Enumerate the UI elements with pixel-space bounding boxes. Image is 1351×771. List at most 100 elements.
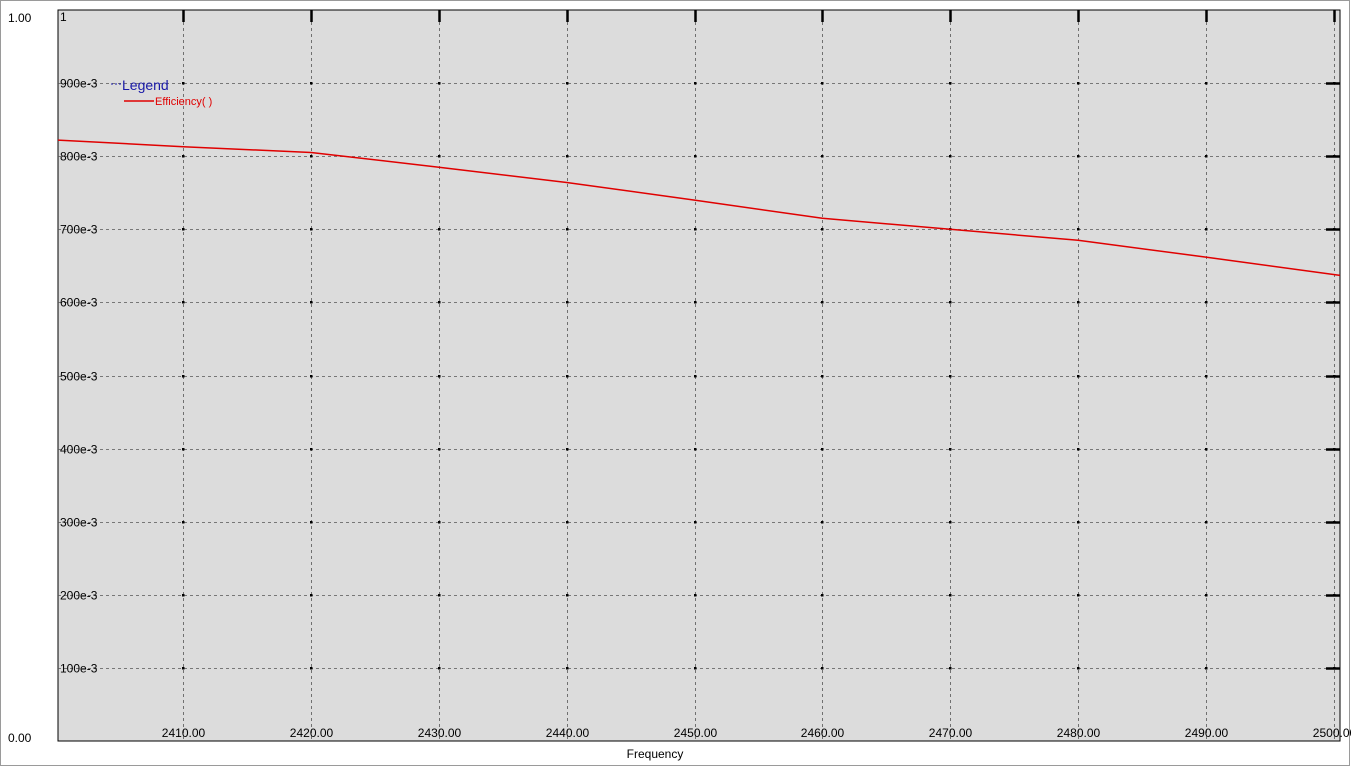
grid-dot — [1205, 667, 1208, 670]
x-tick-label: 2440.00 — [546, 726, 590, 740]
grid-dot — [438, 375, 441, 378]
grid-dot — [310, 155, 313, 158]
x-axis-label: Frequency — [627, 747, 684, 761]
grid-dot — [566, 301, 569, 304]
grid-dot — [949, 448, 952, 451]
grid-dot — [1077, 667, 1080, 670]
legend[interactable]: Legend Efficiency( ) — [111, 77, 212, 108]
x-tick-label: 2470.00 — [929, 726, 973, 740]
x-tick-label: 2430.00 — [418, 726, 462, 740]
grid-dot — [949, 667, 952, 670]
series-layer — [57, 139, 1341, 277]
grid-dot — [694, 82, 697, 85]
grid-dot — [949, 375, 952, 378]
grid-dot — [821, 155, 824, 158]
grid-dot — [182, 448, 185, 451]
x-tick-label: 2490.00 — [1185, 726, 1229, 740]
y-tick-label: 700e-3 — [60, 223, 98, 237]
y-tick-label: 200e-3 — [60, 589, 98, 603]
grid-dot — [1205, 521, 1208, 524]
grid-dot — [821, 301, 824, 304]
grid-dot — [438, 667, 441, 670]
grid-dot — [949, 521, 952, 524]
grid-dot — [438, 155, 441, 158]
grid-dot — [182, 375, 185, 378]
grid-dot — [821, 82, 824, 85]
grid-dot — [949, 82, 952, 85]
grid-dot — [1205, 375, 1208, 378]
grid-dot — [1077, 375, 1080, 378]
grid-dot — [310, 448, 313, 451]
x-tick-label: 2450.00 — [674, 726, 718, 740]
x-tick-label: 2480.00 — [1057, 726, 1101, 740]
x-tick-label: 2500.00 — [1313, 726, 1351, 740]
grid-dot — [1077, 228, 1080, 231]
axis-ticks — [182, 10, 1340, 670]
grid-dot — [182, 301, 185, 304]
y-min-label: 0.00 — [8, 731, 32, 745]
grid-dot — [821, 667, 824, 670]
grid-dot — [694, 667, 697, 670]
legend-title: Legend — [122, 77, 169, 93]
grid-dot — [1077, 155, 1080, 158]
grid-dot — [566, 375, 569, 378]
y-tick-label: 600e-3 — [60, 296, 98, 310]
grid-dot — [566, 155, 569, 158]
grid-dot — [182, 594, 185, 597]
grid-dot — [182, 521, 185, 524]
grid-dot — [949, 594, 952, 597]
grid-dot — [310, 301, 313, 304]
grid-dot — [694, 301, 697, 304]
grid-dot — [1077, 82, 1080, 85]
grid-dot — [566, 82, 569, 85]
grid-dot — [821, 594, 824, 597]
plot-area[interactable] — [57, 9, 1341, 742]
grid-dot — [438, 82, 441, 85]
grid-dot — [566, 228, 569, 231]
corner-label: 1 — [60, 10, 67, 24]
x-tick-label: 2460.00 — [801, 726, 845, 740]
grid-dot — [566, 521, 569, 524]
x-tick-label: 2410.00 — [162, 726, 206, 740]
grid-dot — [1205, 448, 1208, 451]
grid-dot — [1077, 521, 1080, 524]
grid-dot — [1077, 301, 1080, 304]
y-tick-label: 500e-3 — [60, 370, 98, 384]
grid-dot — [1205, 228, 1208, 231]
grid-dot — [694, 155, 697, 158]
grid-dot — [821, 228, 824, 231]
grid-dot — [438, 301, 441, 304]
grid-dot — [949, 301, 952, 304]
y-tick-label: 300e-3 — [60, 516, 98, 530]
y-tick-label: 100e-3 — [60, 662, 98, 676]
grid-dot — [566, 667, 569, 670]
grid-dot — [1205, 82, 1208, 85]
grid-dot — [438, 521, 441, 524]
series-line-efficiency[interactable] — [57, 139, 1341, 277]
grid-dot — [1205, 155, 1208, 158]
grid-dot — [1205, 301, 1208, 304]
tick-labels: 2410.00 2420.00 2430.00 2440.00 2450.00 2460.… — [60, 77, 1351, 741]
grid-dot — [1077, 594, 1080, 597]
grid-dot — [566, 594, 569, 597]
y-tick-label: 800e-3 — [60, 150, 98, 164]
grid-dot — [438, 228, 441, 231]
grid-dot — [694, 594, 697, 597]
grid-dot — [182, 155, 185, 158]
grid-dot — [310, 521, 313, 524]
grid-dot — [566, 448, 569, 451]
grid-dot — [694, 228, 697, 231]
grid-dot — [310, 82, 313, 85]
y-tick-label: 900e-3 — [60, 77, 98, 91]
y-max-label: 1.00 — [8, 11, 32, 25]
y-tick-label: 400e-3 — [60, 443, 98, 457]
grid-dot — [182, 228, 185, 231]
legend-entry-efficiency: Efficiency( ) — [155, 96, 212, 108]
grid-dot — [821, 448, 824, 451]
grid-dot — [1205, 594, 1208, 597]
x-tick-label: 2420.00 — [290, 726, 334, 740]
grid-dot — [694, 448, 697, 451]
grid-dot — [310, 228, 313, 231]
